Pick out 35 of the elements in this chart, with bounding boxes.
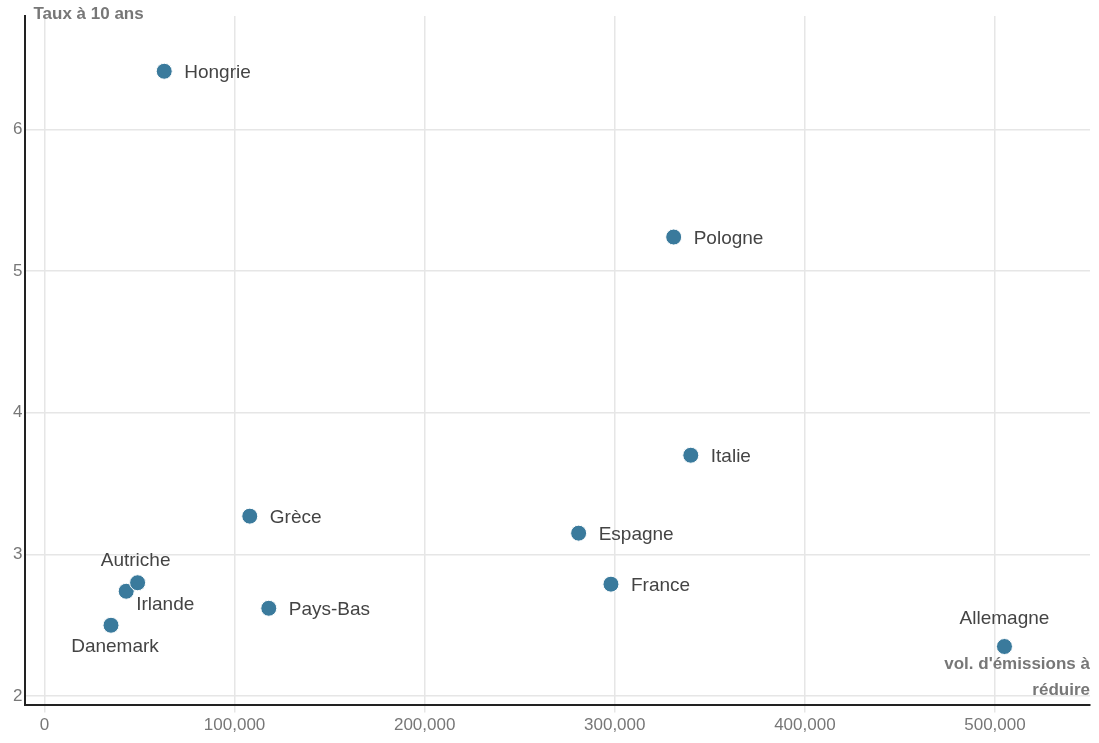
series-label: Grèce bbox=[269, 506, 322, 528]
series-label: Irlande bbox=[136, 593, 195, 615]
y-tick-label: 5 bbox=[12, 260, 23, 280]
series-label: Espagne bbox=[598, 523, 674, 545]
series-label: Autriche bbox=[100, 548, 171, 570]
point bbox=[155, 62, 173, 80]
x-tick-label: 400,000 bbox=[774, 715, 836, 735]
point bbox=[682, 446, 700, 464]
x-tick-label: 0 bbox=[39, 715, 50, 735]
series-label: Italie bbox=[710, 445, 751, 467]
x-axis-title: vol. d'émissions à réduire bbox=[944, 653, 1091, 699]
point bbox=[995, 638, 1013, 656]
point bbox=[241, 507, 259, 525]
y-tick-label: 4 bbox=[12, 402, 23, 422]
series-label: Allemagne bbox=[959, 606, 1050, 628]
point bbox=[570, 524, 588, 542]
point bbox=[665, 228, 683, 246]
series-label: Pologne bbox=[693, 227, 764, 249]
x-tick-label: 300,000 bbox=[584, 715, 646, 735]
point bbox=[602, 575, 620, 593]
y-tick-label: 2 bbox=[12, 685, 23, 705]
y-axis-title: Taux à 10 ans bbox=[33, 4, 144, 24]
point bbox=[260, 599, 278, 617]
x-tick-label: 500,000 bbox=[964, 715, 1026, 735]
point bbox=[102, 616, 120, 634]
point bbox=[129, 574, 147, 592]
point bbox=[117, 582, 135, 600]
series-label: Danemark bbox=[71, 635, 160, 657]
series-label: Hongrie bbox=[184, 61, 251, 83]
y-tick-label: 6 bbox=[12, 119, 23, 139]
x-tick-label: 200,000 bbox=[393, 715, 456, 735]
x-tick-label: 100,000 bbox=[203, 715, 266, 735]
series-label: France bbox=[630, 574, 691, 596]
y-tick-label: 3 bbox=[12, 544, 23, 564]
series-label: Pays-Bas bbox=[288, 598, 371, 620]
